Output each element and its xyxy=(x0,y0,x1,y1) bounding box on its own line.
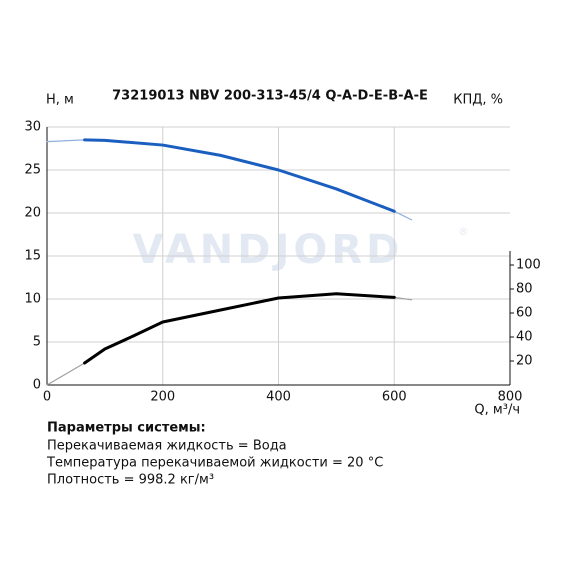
y-axis-label: H, м xyxy=(46,93,74,108)
plot: 0 5 10 15 20 25 30 0 200 400 600 800 20 40 60 80 100 xyxy=(24,120,540,405)
params-line: Перекачиваемая жидкость = Вода xyxy=(47,439,287,454)
params-line: Плотность = 998.2 кг/м³ xyxy=(47,473,214,488)
x-axis-label: Q, м³/ч xyxy=(474,403,520,418)
curve xyxy=(83,138,396,213)
y2-tick-label: 60 xyxy=(516,306,533,321)
y-tick-label: 25 xyxy=(24,163,41,178)
y-tick-label: 15 xyxy=(24,249,41,264)
y-tick-label: 10 xyxy=(24,292,41,307)
x-tick-label: 400 xyxy=(266,390,291,405)
y2-tick-label: 100 xyxy=(516,258,541,273)
y2-tick-label: 20 xyxy=(516,354,533,369)
y-tick-label: 30 xyxy=(24,120,41,135)
y-tick-label: 5 xyxy=(33,335,41,350)
params-heading: Параметры системы: xyxy=(47,421,206,436)
y2-tick-label: 80 xyxy=(516,282,533,297)
watermark: VANDJORD xyxy=(133,227,404,273)
y-tick-label: 20 xyxy=(24,206,41,221)
y-tick-label: 0 xyxy=(33,378,41,393)
x-tick-label: 600 xyxy=(382,390,407,405)
params-line: Температура перекачиваемой жидкости = 20… xyxy=(46,456,383,471)
y2-axis-label: КПД, % xyxy=(453,93,503,108)
chart-title: 73219013 NBV 200-313-45/4 Q-A-D-E-B-A-E xyxy=(112,89,428,104)
x-tick-label: 200 xyxy=(150,390,175,405)
y2-tick-label: 40 xyxy=(516,330,533,345)
x-tick-label: 0 xyxy=(43,390,51,405)
x-tick-label: 800 xyxy=(498,390,523,405)
curve xyxy=(83,292,396,365)
watermark-mark: ® xyxy=(458,225,469,238)
